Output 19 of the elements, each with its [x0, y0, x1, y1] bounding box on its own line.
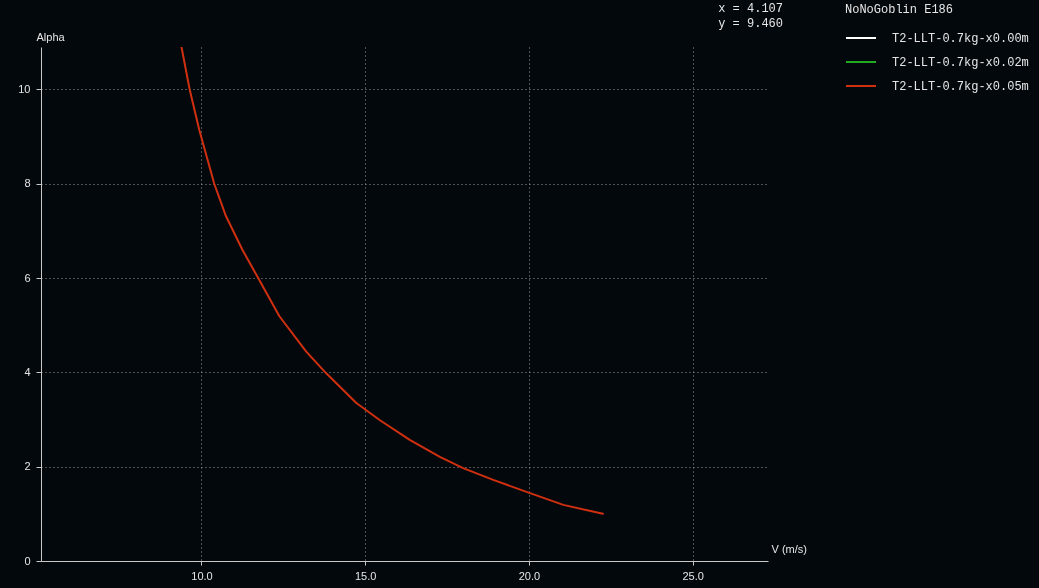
- line-series: [180, 47, 604, 515]
- legend-title: NoNoGoblin E186: [845, 3, 954, 17]
- x-tick-label: 25.0: [682, 569, 704, 582]
- text: y = 9.460: [718, 17, 783, 31]
- legend-label: T2-LLT-0.7kg-x0.05m: [892, 80, 1029, 94]
- legend-label: T2-LLT-0.7kg-x0.02m: [892, 56, 1029, 70]
- x-tick-label: 20.0: [518, 569, 541, 582]
- y-tick-label: 8: [24, 177, 31, 190]
- y-tick-label: 2: [24, 460, 31, 473]
- y-tick-label: 10: [18, 82, 31, 95]
- y-tick-label: 0: [24, 554, 31, 567]
- text: x = 4.107: [718, 2, 783, 16]
- y-tick-label: 6: [24, 271, 31, 284]
- legend-label: T2-LLT-0.7kg-x0.00m: [892, 32, 1029, 46]
- y-tick-label: 4: [24, 365, 31, 378]
- x-tick-label: 15.0: [354, 569, 377, 582]
- x-axis-title: V (m/s): [771, 542, 807, 555]
- y-axis-title: Alpha: [36, 30, 66, 43]
- x-tick-label: 10.0: [191, 569, 213, 582]
